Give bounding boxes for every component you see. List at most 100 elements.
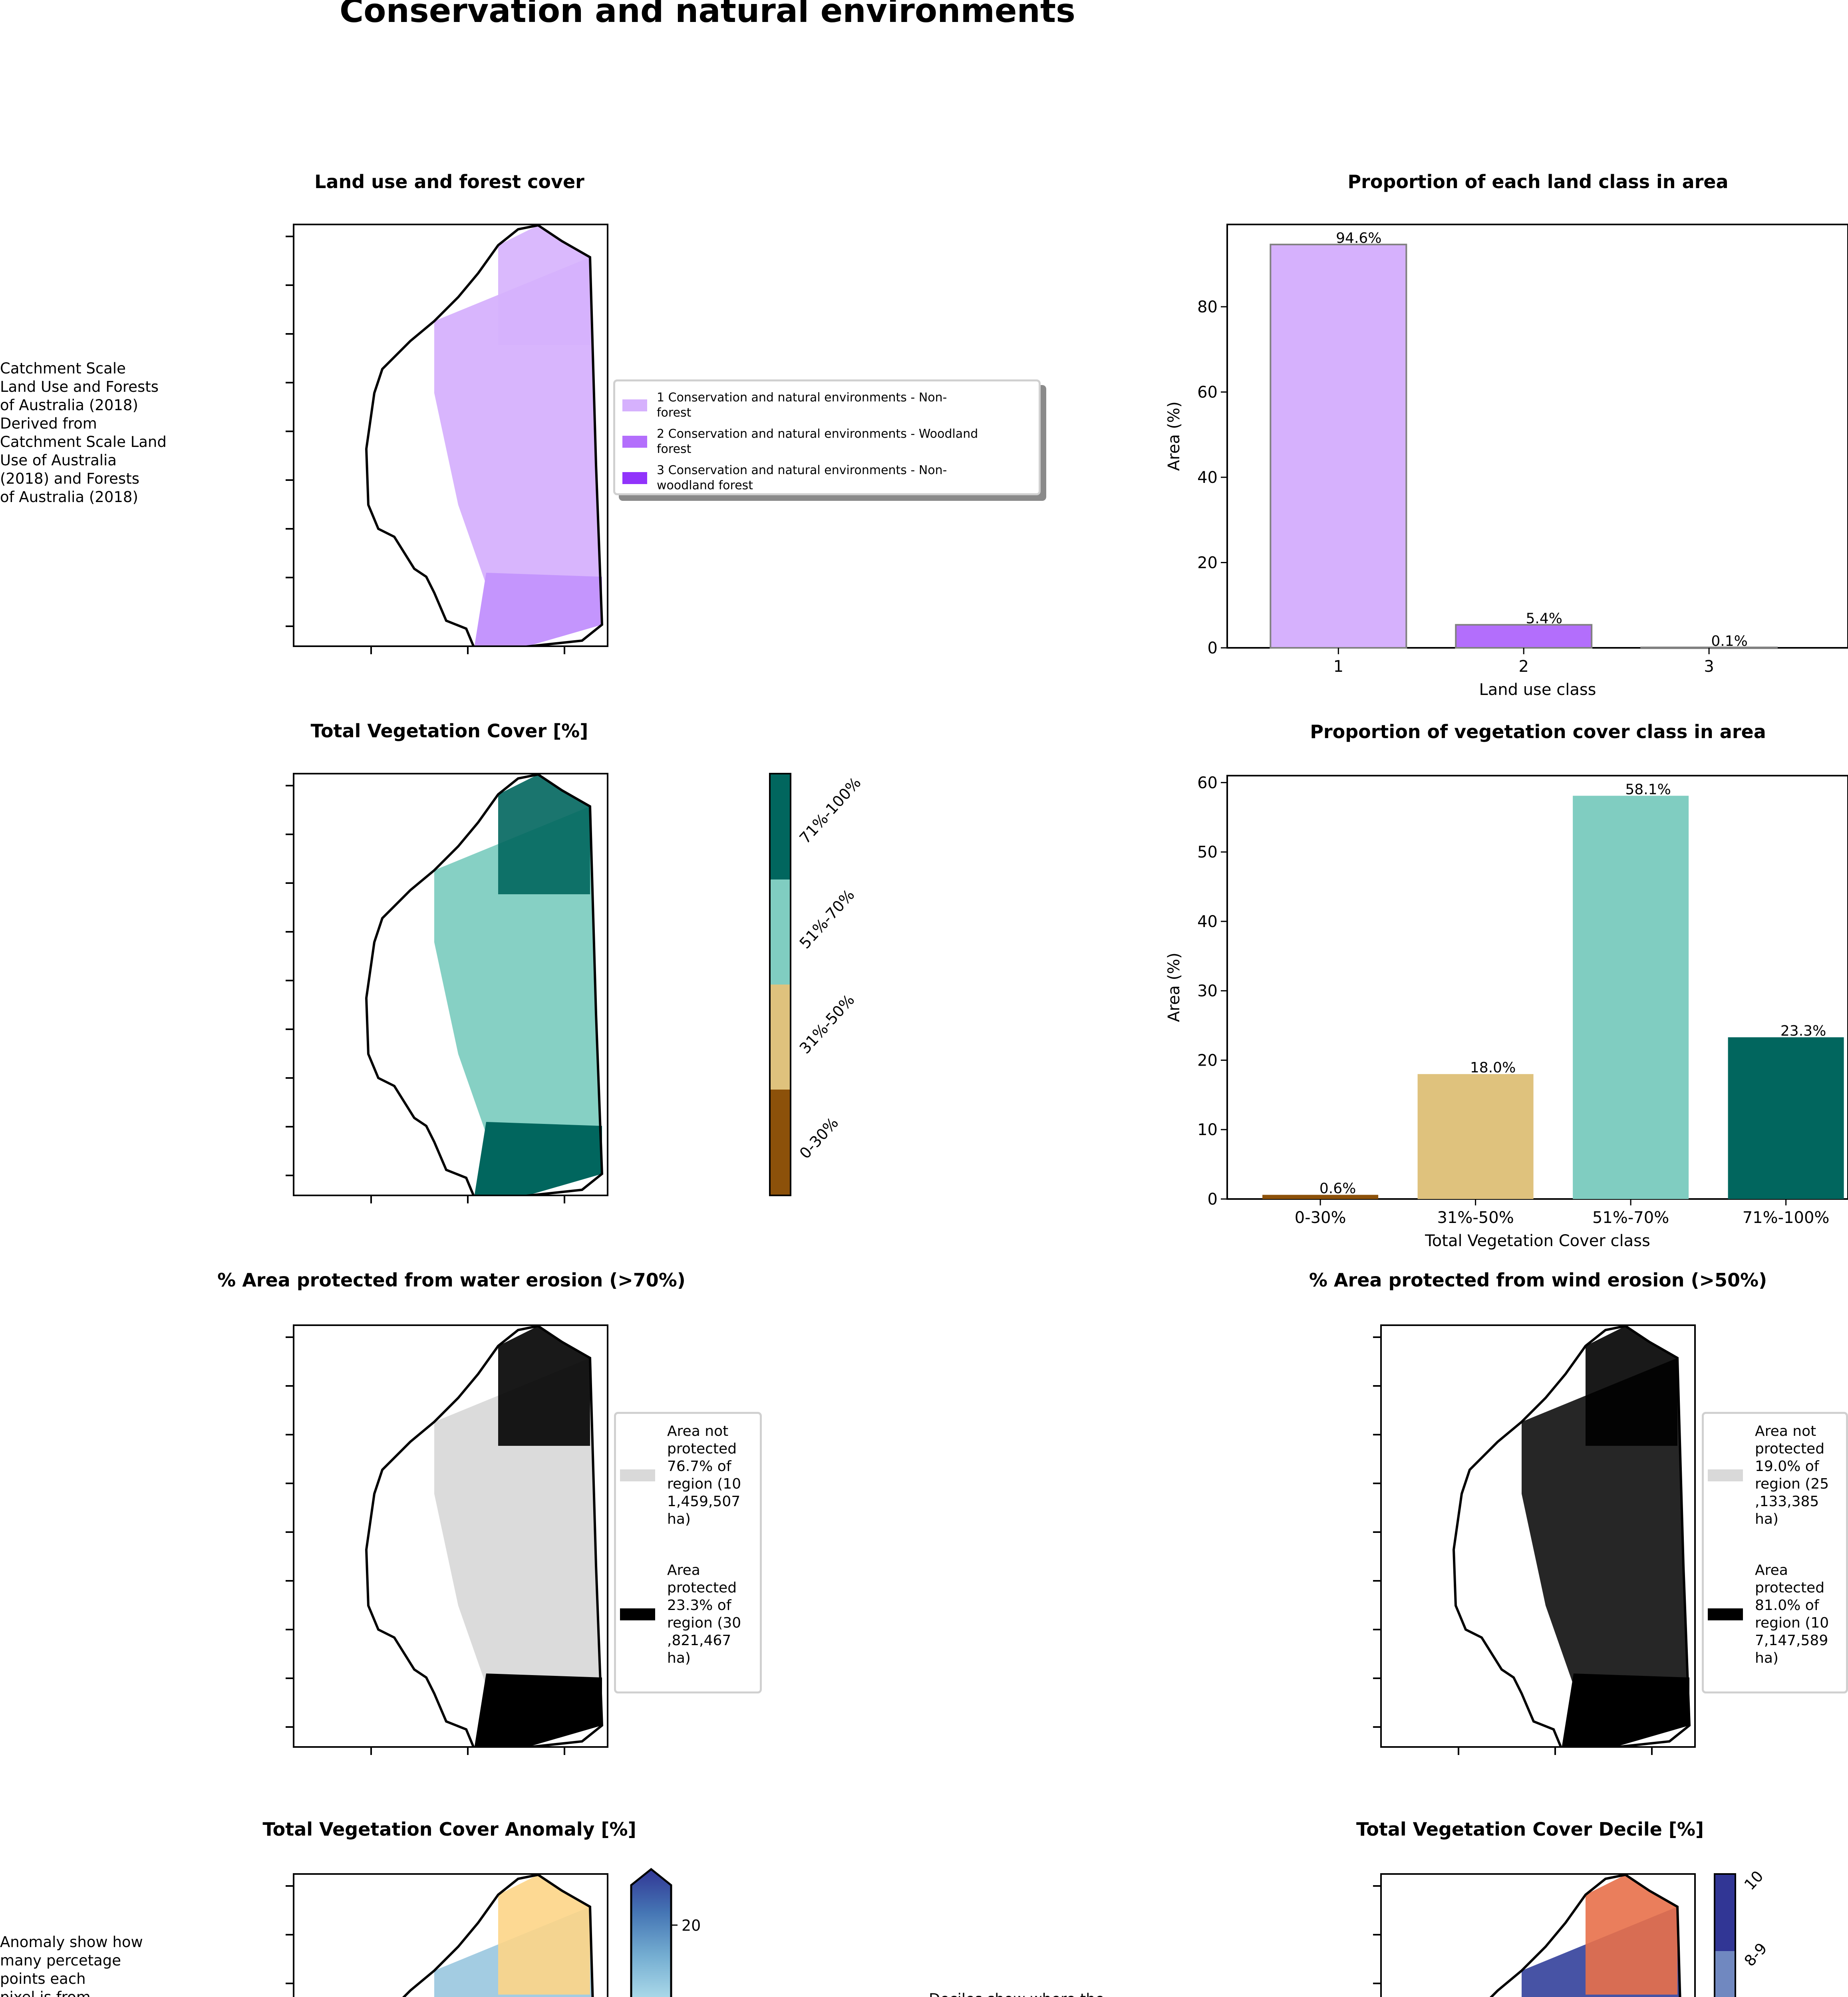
map-y-tick: [1373, 1580, 1380, 1582]
bar-value-label: 5.4%: [1526, 610, 1562, 627]
bar-31%-50%: [1417, 1074, 1534, 1199]
map-region-south: [474, 1673, 602, 1746]
map-y-tick: [286, 479, 293, 481]
legend-item-class-2: 2 Conservation and natural environments …: [622, 427, 978, 457]
bar-value-label: 58.1%: [1625, 781, 1671, 798]
y-axis-label: Area (%): [1165, 953, 1183, 1022]
map-y-tick: [286, 980, 293, 981]
y-tick-label: 10: [1197, 1121, 1218, 1139]
veg-cover-map: [286, 773, 608, 1203]
colorbar-segment: [1715, 1875, 1735, 1951]
legend-item-not-protected: Area not protected 76.7% of region (10 1…: [620, 1423, 741, 1528]
legend-item-class-3: 3 Conservation and natural environments …: [622, 463, 947, 493]
anomaly-colorbar-bar: [630, 1868, 672, 1997]
colorbar-segment: [771, 879, 790, 985]
decile-map-title: Total Vegetation Cover Decile [%]: [1356, 1818, 1704, 1840]
map-y-tick: [1373, 1531, 1380, 1533]
veg-cover-bar-chart: 0 10 20 30 40 50 60 0.6% 0-30% 18.0% 31%-50% 58.1% 5…: [1165, 774, 1848, 1250]
map-y-tick: [286, 382, 293, 383]
colorbar-segment: [1715, 1951, 1735, 1997]
map-y-tick: [1373, 1336, 1380, 1338]
map-y-tick: [286, 1028, 293, 1030]
bar-value-label: 0.1%: [1711, 633, 1747, 649]
x-axis-label: Total Vegetation Cover class: [1425, 1232, 1650, 1250]
map-x-tick: [370, 1196, 372, 1203]
x-tick-label: 71%-100%: [1743, 1209, 1830, 1227]
map-y-tick: [286, 1385, 293, 1387]
bar-value-label: 94.6%: [1336, 230, 1381, 246]
map-x-tick: [370, 647, 372, 654]
region-boundary: [1489, 1875, 1681, 1997]
x-tick-label: 31%-50%: [1437, 1209, 1514, 1227]
bar-2: [1455, 624, 1593, 649]
bar-0-30%: [1262, 1195, 1379, 1199]
bar-value-label: 23.3%: [1780, 1023, 1826, 1039]
y-tick-label: 30: [1197, 982, 1218, 1000]
map-y-tick: [286, 1629, 293, 1630]
map-x-tick: [370, 1748, 372, 1755]
map-x-tick: [467, 1748, 469, 1755]
wind-erosion-map-title: % Area protected from wind erosion (>50%…: [1309, 1269, 1767, 1291]
map-canvas: [402, 1875, 594, 1997]
wind-erosion-map: [1373, 1324, 1696, 1755]
map-y-tick: [286, 1531, 293, 1533]
map-y-tick: [286, 1885, 293, 1887]
colorbar-label: 71%-100%: [796, 774, 864, 847]
map-x-tick: [467, 647, 469, 654]
map-region-north: [498, 1875, 590, 1995]
map-y-tick: [1373, 1983, 1380, 1984]
map-y-tick: [1373, 1483, 1380, 1484]
map-y-tick: [286, 1434, 293, 1435]
map-canvas: [1452, 1326, 1691, 1746]
veg-cover-map-title: Total Vegetation Cover [%]: [310, 720, 588, 742]
anomaly-colorbar: 20100−10−20: [630, 1868, 701, 1997]
map-y-tick: [1373, 1885, 1380, 1887]
y-tick-label: 0: [1208, 1190, 1218, 1209]
map-x-tick: [1651, 1748, 1653, 1755]
y-tick-label: 50: [1197, 843, 1218, 862]
legend-item-not-protected: Area not protected 19.0% of region (25 ,…: [1708, 1423, 1829, 1528]
region-boundary: [365, 225, 604, 645]
colorbar-label: 31%-50%: [796, 991, 858, 1057]
map-y-tick: [286, 284, 293, 286]
map-y-tick: [286, 528, 293, 530]
map-y-tick: [286, 931, 293, 933]
water-erosion-map: [286, 1324, 608, 1755]
water-erosion-map-title: % Area protected from water erosion (>70…: [217, 1269, 686, 1291]
bar-value-label: 0.6%: [1319, 1181, 1356, 1197]
decile-colorbar: 12-34-78-910: [1714, 1867, 1771, 1997]
wind-erosion-legend: Area not protected 19.0% of region (25 ,…: [1702, 1412, 1848, 1693]
map-y-tick: [286, 333, 293, 335]
map-layer: [365, 225, 604, 645]
x-tick-label: 0-30%: [1295, 1209, 1346, 1227]
bar-71%-100%: [1728, 1037, 1844, 1199]
veg-cover-colorbar: 0-30% 31%-50% 51%-70% 71%-100%: [769, 773, 864, 1196]
legend-item-protected: Area protected 23.3% of region (30 ,821,…: [620, 1562, 741, 1667]
map-y-tick: [286, 577, 293, 578]
map-layer: [365, 1326, 604, 1746]
map-region-south: [474, 573, 602, 645]
y-tick-label: 80: [1197, 298, 1218, 316]
y-axis-label: Area (%): [1165, 401, 1183, 471]
map-canvas: [365, 774, 604, 1195]
map-region-east: [1522, 1358, 1689, 1746]
land-use-map: [286, 224, 608, 654]
region-boundary: [365, 1326, 604, 1746]
map-y-tick: [286, 1483, 293, 1484]
x-tick-label: 2: [1518, 657, 1528, 676]
map-x-tick: [564, 1748, 565, 1755]
region-boundary: [365, 774, 604, 1195]
map-y-tick: [286, 625, 293, 627]
decile-map: [1373, 1873, 1696, 1997]
land-class-chart-title: Proportion of each land class in area: [1347, 171, 1729, 193]
map-y-tick: [286, 1175, 293, 1176]
region-boundary: [402, 1875, 594, 1997]
map-region-south: [474, 1122, 602, 1195]
anomaly-note: Anomaly show how many percetage points e…: [0, 1933, 143, 1997]
anomaly-map: [286, 1873, 608, 1997]
map-region-north: [498, 774, 590, 894]
y-tick-label: 60: [1197, 383, 1218, 402]
bar-value-label: 18.0%: [1470, 1060, 1516, 1076]
map-y-tick: [1373, 1629, 1380, 1630]
legend-swatch: [1708, 1469, 1743, 1481]
